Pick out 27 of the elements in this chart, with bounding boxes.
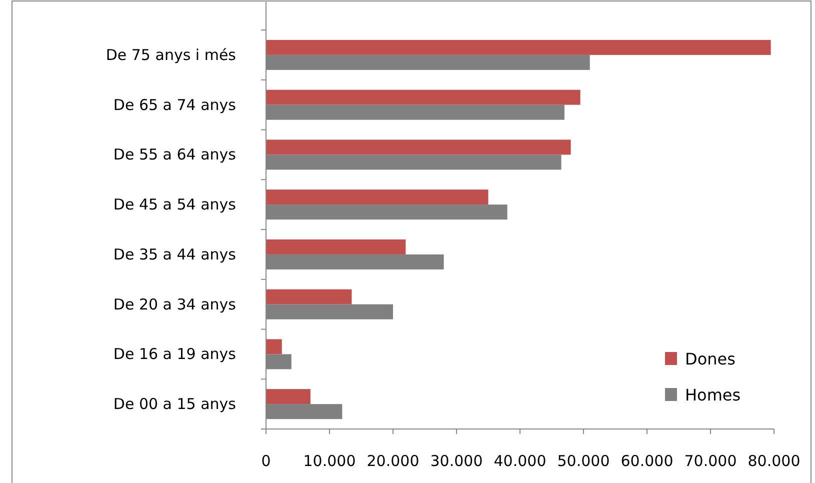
x-tick-label: 20.000	[366, 452, 420, 470]
legend-label: Dones	[685, 350, 736, 368]
x-tick-label: 50.000	[557, 452, 610, 470]
bar	[266, 339, 282, 354]
y-tick-label: De 16 a 19 anys	[113, 345, 236, 364]
bar	[266, 289, 352, 304]
y-tick-label: De 45 a 54 anys	[113, 196, 236, 214]
legend-label: Homes	[685, 386, 741, 404]
y-tick-label: De 75 anys i més	[106, 46, 236, 64]
x-tick-label: 60.000	[620, 452, 674, 470]
bar	[266, 389, 310, 404]
y-tick-label: De 00 a 15 anys	[113, 395, 236, 414]
x-tick-label: 70.000	[684, 452, 737, 470]
x-tick-label: 40.000	[494, 452, 546, 470]
x-tick-label: 30.000	[430, 452, 483, 470]
y-tick-label: De 20 a 34 anys	[113, 295, 236, 314]
bar	[266, 40, 771, 55]
y-tick-label: De 65 a 74 anys	[113, 96, 236, 114]
bar	[266, 190, 488, 205]
bar	[266, 239, 406, 254]
y-tick-label: De 35 a 44 anys	[113, 245, 236, 264]
y-tick-label: De 55 a 64 anys	[113, 146, 236, 164]
bar	[266, 140, 571, 155]
x-tick-label: 10.000	[303, 452, 356, 470]
x-tick-label: 0	[261, 452, 271, 470]
bar	[266, 90, 580, 105]
x-tick-label: 80.000	[748, 452, 800, 470]
